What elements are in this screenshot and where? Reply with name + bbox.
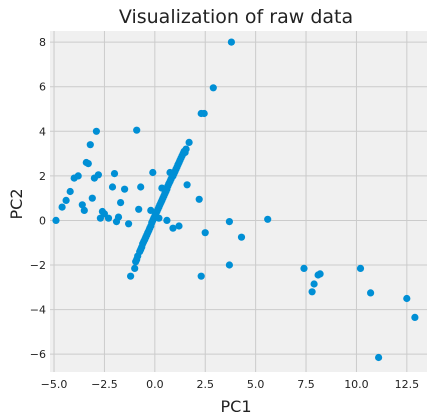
x-tick-label: 5.0	[247, 378, 265, 391]
data-point	[264, 215, 272, 223]
x-tick-label: 10.0	[344, 378, 369, 391]
data-point	[147, 222, 155, 230]
data-point	[209, 84, 217, 92]
data-point	[110, 170, 119, 178]
data-point	[84, 160, 92, 168]
data-point	[159, 194, 167, 202]
data-point	[117, 199, 125, 207]
data-point	[149, 168, 157, 177]
data-point	[143, 231, 151, 239]
data-point	[195, 195, 203, 203]
data-point	[133, 255, 141, 263]
data-point	[135, 205, 143, 213]
data-point	[137, 245, 145, 253]
y-tick-label: 0	[39, 214, 46, 227]
x-tick-label: −5.0	[41, 378, 68, 391]
data-point	[183, 181, 191, 189]
data-point	[225, 261, 233, 269]
x-tick-label: 12.5	[395, 378, 420, 391]
data-point	[62, 196, 70, 204]
data-point	[175, 222, 183, 230]
y-tick-label: −6	[30, 348, 46, 361]
data-point	[86, 141, 94, 149]
y-tick-label: −4	[30, 304, 46, 317]
data-point	[58, 203, 66, 211]
data-point	[114, 213, 123, 221]
data-point	[125, 220, 133, 228]
data-point	[169, 224, 177, 232]
y-tick-labels: −6 −4 −2 0 2 4 6 8	[30, 36, 46, 361]
data-point	[175, 158, 183, 167]
y-tick-label: 2	[39, 170, 46, 183]
data-point	[300, 264, 308, 272]
data-point	[201, 229, 209, 237]
data-point	[185, 138, 193, 146]
y-tick-label: −2	[30, 259, 46, 272]
x-tick-label: 2.5	[196, 378, 214, 391]
x-tick-label: −2.5	[91, 378, 118, 391]
data-point	[127, 272, 135, 280]
data-point	[403, 294, 411, 303]
data-point	[197, 272, 205, 280]
data-point	[166, 168, 174, 177]
data-point	[147, 206, 155, 214]
data-point	[80, 206, 88, 214]
data-point	[227, 38, 235, 46]
y-tick-label: 8	[39, 36, 46, 49]
grid-lines	[50, 31, 427, 372]
data-point	[74, 172, 82, 180]
data-point	[137, 183, 145, 191]
data-point	[316, 270, 324, 278]
data-point	[88, 194, 96, 202]
data-point	[308, 288, 316, 296]
data-point	[108, 183, 117, 191]
data-point	[179, 150, 187, 158]
data-point	[225, 218, 233, 226]
data-points	[52, 38, 419, 362]
data-point	[367, 289, 375, 297]
data-point	[131, 264, 139, 272]
data-point	[310, 280, 318, 288]
data-point	[158, 184, 166, 192]
data-point	[200, 109, 208, 118]
data-point	[78, 201, 86, 209]
data-point	[52, 216, 60, 224]
x-tick-labels: −5.0 −2.5 0.0 2.5 5.0 7.5 10.0 12.5	[41, 378, 419, 391]
data-point	[163, 216, 171, 224]
data-point	[104, 214, 113, 222]
data-point	[121, 185, 129, 193]
data-point	[133, 126, 141, 134]
y-tick-label: 6	[39, 81, 46, 94]
x-tick-label: 0.0	[146, 378, 164, 391]
chart-title: Visualization of raw data	[119, 6, 353, 28]
data-point	[237, 233, 246, 241]
data-point	[411, 313, 419, 321]
data-point	[375, 353, 383, 362]
data-point	[155, 214, 163, 222]
data-point	[94, 171, 102, 179]
x-axis-label: PC1	[221, 397, 252, 416]
x-tick-label: 7.5	[297, 378, 315, 391]
data-point	[155, 203, 163, 211]
plot-background	[50, 31, 427, 372]
data-point	[356, 264, 365, 272]
data-point	[167, 175, 175, 183]
data-point	[139, 240, 147, 248]
y-tick-label: 4	[39, 125, 46, 138]
data-point	[92, 127, 100, 135]
y-axis-label: PC2	[7, 189, 26, 220]
data-point	[66, 187, 74, 196]
